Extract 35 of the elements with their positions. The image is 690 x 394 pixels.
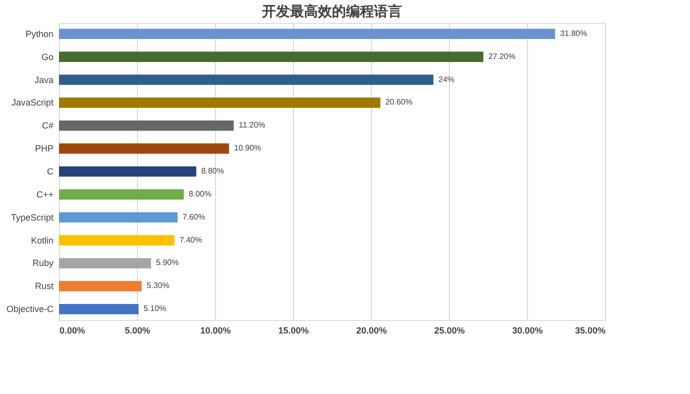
- x-tick-label: 20.00%: [356, 326, 387, 336]
- y-tick-label: Ruby: [32, 258, 54, 268]
- y-tick-label: C: [47, 166, 54, 176]
- y-tick-label: TypeScript: [10, 212, 54, 222]
- x-tick-label: 30.00%: [512, 326, 543, 336]
- data-label: 20.60%: [385, 98, 412, 107]
- data-label: 7.40%: [179, 235, 202, 244]
- x-tick-label: 5.00%: [124, 326, 150, 336]
- y-tick-label: C#: [42, 120, 54, 131]
- data-label: 5.30%: [146, 281, 170, 290]
- data-label: 8.00%: [188, 189, 212, 198]
- y-tick-label: JavaScript: [11, 98, 54, 108]
- y-tick-label: Go: [41, 52, 54, 62]
- y-tick-label: Java: [34, 74, 54, 85]
- data-label: 8.80%: [201, 166, 224, 176]
- data-label: 5.10%: [144, 304, 166, 314]
- y-tick-label: Objective-C: [6, 304, 54, 314]
- data-label: 24%: [438, 74, 454, 84]
- x-tick-label: 35.00%: [574, 326, 606, 336]
- y-tick-label: PHP: [34, 144, 54, 154]
- data-label: 31.80%: [560, 28, 588, 38]
- y-tick-label: Python: [25, 28, 54, 39]
- x-tick-label: 25.00%: [434, 326, 465, 336]
- chart-title: 开发最高效的编程语言: [261, 3, 402, 19]
- y-tick-label: Rust: [34, 281, 54, 292]
- data-label: 7.60%: [182, 212, 206, 222]
- data-label: 27.20%: [488, 52, 516, 61]
- x-tick-label: 15.00%: [278, 326, 309, 336]
- y-tick-label: C++: [36, 189, 54, 200]
- data-label: 11.20%: [238, 120, 266, 130]
- y-tick-label: Kotlin: [30, 235, 54, 246]
- data-label: 10.90%: [234, 144, 262, 153]
- x-tick-label: 10.00%: [200, 326, 231, 336]
- data-label: 5.90%: [156, 258, 179, 268]
- x-tick-label: 0.00%: [60, 326, 86, 336]
